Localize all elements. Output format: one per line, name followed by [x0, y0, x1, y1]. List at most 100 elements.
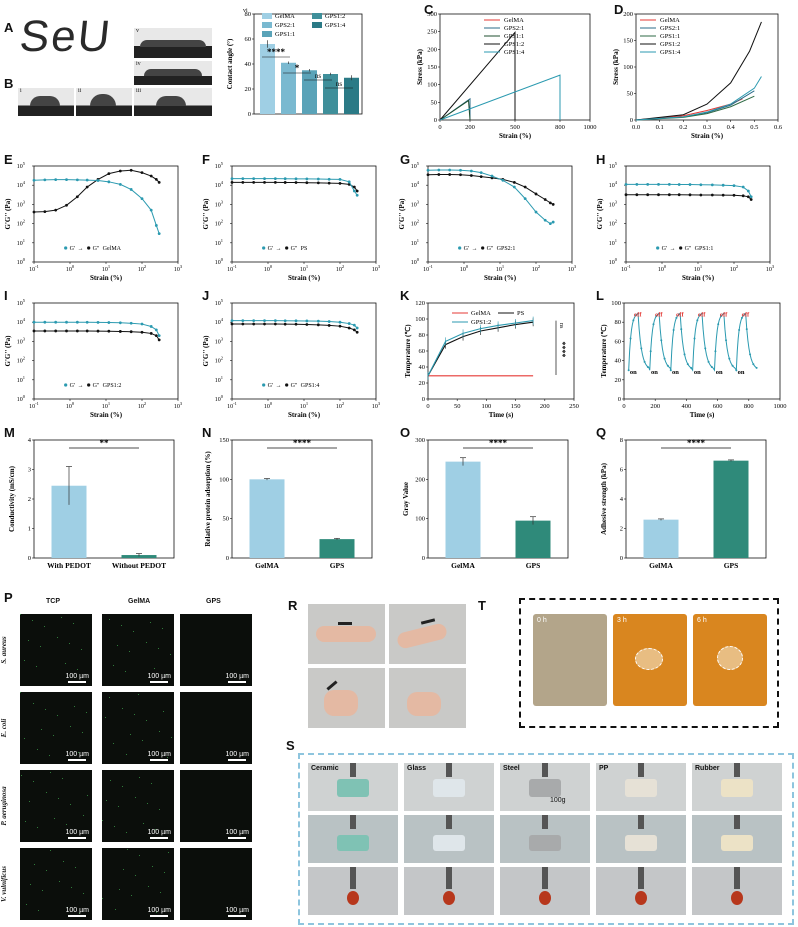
xtick-label-D: 0.5	[750, 124, 758, 131]
bar-GPS2:1	[281, 62, 296, 114]
data-point-G'	[749, 195, 753, 199]
data-point	[722, 312, 725, 315]
xlabel-I: Strain (%)	[90, 411, 123, 419]
scale-bar: 100 µm	[66, 907, 89, 917]
legend-arrow: →	[472, 246, 478, 252]
data-point-G'	[677, 183, 681, 186]
xlabel-F: Strain (%)	[288, 274, 321, 282]
ytick-label-O: 300	[415, 437, 425, 444]
ytick-label-F: 101	[215, 238, 223, 247]
legend-label-GPS2:1: GPS2:1	[504, 25, 524, 32]
legend-marker-gpp	[87, 246, 91, 250]
data-point-G'	[85, 320, 89, 324]
column-label-GPS: GPS	[206, 598, 221, 605]
ytick-label-C: 250	[427, 29, 437, 36]
xtick-label-I: 100	[66, 401, 75, 410]
xtick-label-D: 0.1	[656, 124, 664, 131]
legend-marker-gpp	[481, 246, 485, 250]
data-point-G''	[749, 198, 753, 201]
time-label-3h: 3 h	[617, 617, 627, 624]
data-point-G'	[657, 183, 660, 186]
legend-sample-F: PS	[301, 246, 308, 252]
xtick-label-G: 102	[532, 264, 540, 273]
xtick-label-E: 10-1	[29, 264, 39, 273]
legend-label-GelMA: GelMA	[471, 310, 491, 317]
sig-label: ns	[336, 80, 343, 88]
ytick-label-G: 101	[411, 238, 419, 247]
series-line-G'	[427, 169, 554, 225]
scale-bar-label: 100 µm	[225, 829, 250, 836]
data-point-G''	[263, 322, 266, 326]
scale-bar: 100 µm	[148, 829, 171, 839]
data-point-G'	[355, 193, 359, 197]
ytick-label-E: 105	[17, 161, 26, 170]
data-point-G''	[635, 193, 639, 197]
panel-label-j: J	[202, 288, 210, 303]
data-point-G'	[646, 183, 650, 186]
legend-label-GPS1:2: GPS1:2	[504, 41, 524, 48]
xtick-label-J: 102	[336, 401, 344, 410]
data-point	[675, 316, 678, 319]
xtick-label-E: 100	[66, 264, 75, 273]
data-point	[669, 369, 672, 372]
data-point	[749, 353, 752, 356]
category-label-Without PEDOT: Without PEDOT	[112, 561, 166, 570]
ytick-label-H: 104	[609, 180, 618, 189]
ytick-label-M: 3	[28, 467, 31, 474]
data-point-G''	[294, 181, 298, 184]
data-point	[660, 339, 663, 342]
xtick-label-H: 100	[658, 264, 667, 273]
data-point-G''	[149, 332, 153, 335]
data-point-G'	[32, 178, 36, 182]
ytick-label-Q: 0	[620, 555, 623, 562]
xtick-label-C: 1000	[584, 124, 597, 131]
axes-frame-O	[427, 439, 569, 559]
bar-GPS1:4	[344, 77, 359, 114]
adhesion-photo-glass-1	[404, 815, 494, 863]
scale-bar: 100 µm	[66, 673, 89, 683]
data-point-G''	[54, 208, 58, 212]
data-point-G''	[32, 210, 36, 214]
data-point-G'	[96, 179, 100, 182]
scale-bar-label: 100 µm	[225, 907, 250, 914]
data-point-G''	[283, 181, 287, 184]
legend-label-GPS1:1: GPS1:1	[275, 31, 295, 38]
data-point	[683, 353, 686, 356]
droplet-photo-i: i	[18, 88, 74, 116]
legend-label-gp: G'	[268, 246, 273, 252]
legend-sample-E: GelMA	[103, 246, 122, 252]
series-line-G'	[33, 179, 160, 234]
data-point-G''	[548, 201, 552, 205]
data-point-G'	[283, 177, 287, 181]
time-label-6h: 6 h	[697, 617, 707, 624]
xtick-label-H: 103	[766, 264, 775, 273]
legend-label-PS: PS	[517, 310, 525, 317]
data-point-G'	[96, 320, 100, 324]
droplet-label-iv: iv	[136, 61, 141, 67]
ytick-label-I: 103	[17, 336, 26, 345]
xlabel-K: Time (s)	[489, 411, 514, 419]
data-point-G''	[149, 174, 153, 178]
data-point-G'	[129, 188, 133, 191]
finger-photo-1	[308, 604, 385, 664]
data-point-G''	[534, 192, 538, 196]
adhesion-photo-steel-2	[500, 867, 590, 915]
data-point-G''	[732, 193, 736, 197]
finger-photo-4	[389, 668, 466, 728]
data-point	[752, 363, 755, 366]
data-point-G'	[512, 185, 516, 189]
adhesion-photo-pp-2	[596, 867, 686, 915]
ytick-label-M: 0	[28, 555, 31, 562]
sig-label: ns	[315, 72, 322, 80]
data-point-G''	[448, 173, 452, 176]
legend-swatch-GelMA	[262, 13, 272, 19]
legend-label-gpp: G''	[685, 246, 692, 252]
series-line-GPS1:4	[635, 76, 762, 121]
data-point-G'	[551, 220, 555, 224]
sublabel-vi: vi	[243, 8, 248, 14]
ylabel-C: Stress (kPa)	[416, 48, 424, 85]
ylabel-J: G'G'' (Pa)	[202, 335, 210, 367]
panel-label-l: L	[596, 288, 604, 303]
data-point	[646, 365, 649, 368]
data-point-G'	[140, 322, 144, 326]
